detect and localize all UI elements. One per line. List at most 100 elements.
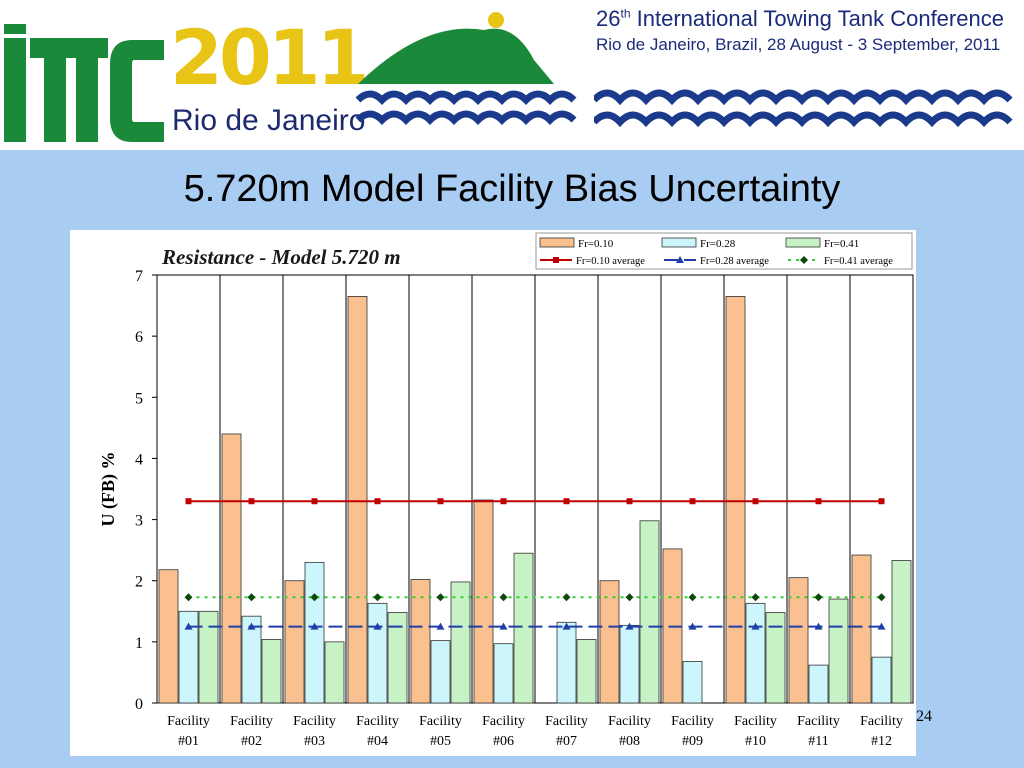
legend-label: Fr=0.28 average — [700, 256, 769, 267]
bar — [324, 641, 345, 704]
legend-label: Fr=0.41 — [824, 238, 859, 250]
chart-title: Resistance - Model 5.720 m — [161, 245, 401, 269]
bar — [871, 656, 892, 704]
bar — [808, 664, 829, 704]
average-marker — [877, 622, 886, 630]
bar — [851, 554, 872, 704]
ittc-logo — [4, 24, 164, 142]
x-tick-label: Facility — [230, 714, 273, 729]
average-marker — [247, 593, 256, 602]
logo-bar-t2 — [76, 58, 98, 142]
legend-label: Fr=0.10 — [578, 238, 614, 250]
average-marker — [751, 622, 760, 630]
average-marker — [184, 622, 193, 630]
average-marker — [751, 593, 760, 602]
wave-pattern — [594, 89, 1013, 128]
logo-bar-top — [30, 38, 108, 58]
average-marker — [877, 593, 886, 602]
legend-marker — [676, 256, 684, 263]
x-tick-label: #05 — [430, 734, 451, 749]
y-tick-label: 5 — [135, 390, 143, 407]
x-tick-label: Facility — [860, 714, 903, 729]
bar — [367, 602, 388, 704]
slide-title: 5.720m Model Facility Bias Uncertainty — [183, 168, 841, 210]
conference-ordinal: 26 — [596, 6, 621, 31]
legend-swatch — [785, 237, 821, 248]
y-tick-label: 7 — [135, 268, 143, 285]
y-tick-label: 4 — [135, 451, 143, 468]
average-marker — [688, 622, 697, 630]
average-marker — [500, 498, 507, 505]
bar — [765, 612, 786, 704]
bar — [639, 520, 660, 704]
average-marker — [374, 498, 381, 505]
average-marker — [625, 593, 634, 602]
x-tick-label: #11 — [808, 734, 828, 749]
x-tick-label: Facility — [671, 714, 714, 729]
bar — [599, 580, 620, 704]
conference-banner: 2011 Rio de Janeiro 26th International T… — [0, 0, 1024, 150]
x-tick-label: Facility — [356, 714, 399, 729]
average-marker — [184, 593, 193, 602]
x-tick-label: #01 — [178, 734, 199, 749]
average-marker — [625, 622, 634, 630]
bar — [158, 569, 179, 704]
average-marker — [562, 622, 571, 630]
bar — [576, 639, 597, 704]
average-marker — [185, 498, 192, 505]
x-tick-label: Facility — [545, 714, 588, 729]
legend-swatch — [539, 237, 575, 248]
logo-bar-t1 — [44, 58, 66, 142]
average-marker — [436, 622, 445, 630]
bar — [682, 661, 703, 704]
bar — [241, 615, 262, 704]
bar — [284, 580, 305, 704]
bar — [450, 581, 471, 704]
x-tick-label: Facility — [167, 714, 210, 729]
average-marker — [688, 593, 697, 602]
sugarloaf-mountain-logo — [355, 28, 577, 125]
legend-swatch — [661, 237, 697, 248]
conference-name: 26th International Towing Tank Conferenc… — [596, 6, 1004, 32]
chart-panel: 0 1 2 3 4 5 6 7 U (FB) % Resistance - Model 5.720… — [70, 230, 916, 756]
conference-name-text: International Towing Tank Conference — [636, 6, 1004, 31]
bar — [788, 577, 809, 704]
bar — [387, 612, 408, 704]
legend-box — [535, 232, 913, 270]
average-marker — [248, 498, 255, 505]
legend-label: Fr=0.28 — [700, 238, 736, 250]
x-tick-label: #02 — [241, 734, 262, 749]
average-marker — [373, 593, 382, 602]
x-tick-label: Facility — [734, 714, 777, 729]
bar — [304, 561, 325, 704]
bar — [725, 296, 746, 704]
x-tick-label: #03 — [304, 734, 325, 749]
bar — [347, 296, 368, 704]
average-marker — [689, 498, 696, 505]
x-tick-label: #08 — [619, 734, 640, 749]
legend-marker — [553, 257, 559, 263]
logo-letter-c — [110, 40, 164, 142]
average-marker — [815, 498, 822, 505]
y-tick-label: 3 — [135, 513, 143, 530]
bar — [891, 560, 912, 704]
average-marker — [814, 593, 823, 602]
bar — [619, 624, 640, 704]
logo-dot-i — [4, 24, 26, 34]
bar — [473, 499, 494, 704]
bar — [556, 621, 577, 704]
average-marker — [247, 622, 256, 630]
conference-ordinal-suffix: th — [620, 6, 631, 21]
bar — [178, 610, 199, 704]
legend-label: Fr=0.10 average — [576, 256, 645, 267]
bar — [410, 579, 431, 704]
y-tick-label: 0 — [135, 696, 143, 713]
average-marker — [814, 622, 823, 630]
y-axis-label: U (FB) % — [98, 452, 119, 527]
average-marker — [626, 498, 633, 505]
average-marker — [311, 498, 318, 505]
x-tick-label: Facility — [419, 714, 462, 729]
bar — [493, 643, 514, 704]
bar — [198, 610, 219, 704]
average-marker — [878, 498, 885, 505]
